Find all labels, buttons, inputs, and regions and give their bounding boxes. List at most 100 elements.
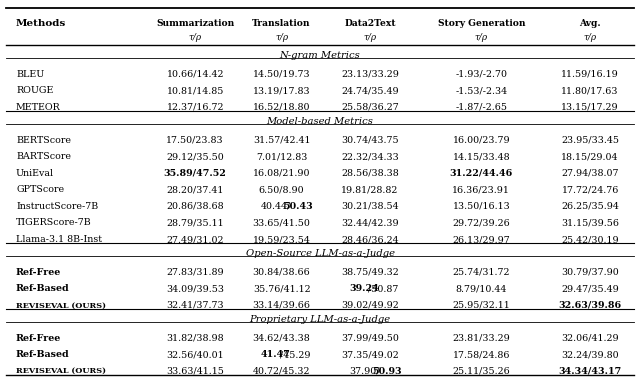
Text: 31.82/38.98: 31.82/38.98 [166,334,224,343]
Text: TIGERScore-7B: TIGERScore-7B [16,218,92,227]
Text: Ref-Based: Ref-Based [16,350,70,359]
Text: 32.56/40.01: 32.56/40.01 [166,350,224,359]
Text: 32.63/39.86: 32.63/39.86 [559,301,621,310]
Text: /50.87: /50.87 [368,284,399,293]
Text: 22.32/34.33: 22.32/34.33 [341,152,399,161]
Text: 19.59/23.54: 19.59/23.54 [253,235,310,244]
Text: N-gram Metrics: N-gram Metrics [280,51,360,60]
Text: 14.15/33.48: 14.15/33.48 [452,152,510,161]
Text: 29.47/35.49: 29.47/35.49 [561,284,619,293]
Text: τ/ρ: τ/ρ [584,33,596,42]
Text: -1.53/-2.34: -1.53/-2.34 [455,86,508,95]
Text: 40.44/: 40.44/ [261,202,291,211]
Text: τ/ρ: τ/ρ [275,33,288,42]
Text: 18.15/29.04: 18.15/29.04 [561,152,619,161]
Text: 29.12/35.50: 29.12/35.50 [166,152,224,161]
Text: Ref-Free: Ref-Free [16,268,61,277]
Text: BARTScore: BARTScore [16,152,71,161]
Text: 38.75/49.32: 38.75/49.32 [341,268,399,277]
Text: Proprietary LLM-as-a-Judge: Proprietary LLM-as-a-Judge [250,315,390,324]
Text: 7.01/12.83: 7.01/12.83 [256,152,307,161]
Text: τ/ρ: τ/ρ [364,33,376,42]
Text: 24.74/35.49: 24.74/35.49 [341,86,399,95]
Text: ROUGE: ROUGE [16,86,53,95]
Text: 30.21/38.54: 30.21/38.54 [341,202,399,211]
Text: 25.58/36.27: 25.58/36.27 [341,103,399,112]
Text: BLEU: BLEU [16,70,44,79]
Text: 12.37/16.72: 12.37/16.72 [166,103,224,112]
Text: Methods: Methods [16,19,67,28]
Text: 34.34/43.17: 34.34/43.17 [559,367,621,376]
Text: 30.79/37.90: 30.79/37.90 [561,268,619,277]
Text: 32.44/42.39: 32.44/42.39 [341,218,399,227]
Text: 30.84/38.66: 30.84/38.66 [253,268,310,277]
Text: 37.90/: 37.90/ [349,367,380,376]
Text: Story Generation: Story Generation [438,19,525,28]
Text: 29.72/39.26: 29.72/39.26 [452,218,510,227]
Text: 39.24: 39.24 [349,284,379,293]
Text: 16.08/21.90: 16.08/21.90 [253,169,310,178]
Text: 26.13/29.97: 26.13/29.97 [452,235,510,244]
Text: -1.87/-2.65: -1.87/-2.65 [455,103,508,112]
Text: 40.72/45.32: 40.72/45.32 [253,367,310,376]
Text: -1.93/-2.70: -1.93/-2.70 [455,70,508,79]
Text: 28.56/38.38: 28.56/38.38 [341,169,399,178]
Text: Avg.: Avg. [579,19,601,28]
Text: 30.74/43.75: 30.74/43.75 [341,136,399,145]
Text: Summarization: Summarization [156,19,234,28]
Text: 13.15/17.29: 13.15/17.29 [561,103,619,112]
Text: 17.58/24.86: 17.58/24.86 [452,350,510,359]
Text: 27.83/31.89: 27.83/31.89 [166,268,224,277]
Text: 16.52/18.80: 16.52/18.80 [253,103,310,112]
Text: 34.09/39.53: 34.09/39.53 [166,284,224,293]
Text: 33.63/41.15: 33.63/41.15 [166,367,224,376]
Text: 16.36/23.91: 16.36/23.91 [452,185,510,194]
Text: UniEval: UniEval [16,169,54,178]
Text: 37.35/49.02: 37.35/49.02 [341,350,399,359]
Text: METEOR: METEOR [16,103,61,112]
Text: 27.49/31.02: 27.49/31.02 [166,235,224,244]
Text: REVISEVAL (OURS): REVISEVAL (OURS) [16,301,106,309]
Text: Open-Source LLM-as-a-Judge: Open-Source LLM-as-a-Judge [246,249,394,258]
Text: 25.74/31.72: 25.74/31.72 [452,268,510,277]
Text: REVISEVAL (OURS): REVISEVAL (OURS) [16,367,106,375]
Text: GPTScore: GPTScore [16,185,64,194]
Text: 32.41/37.73: 32.41/37.73 [166,301,224,310]
Text: 39.02/49.92: 39.02/49.92 [341,301,399,310]
Text: 25.42/30.19: 25.42/30.19 [561,235,619,244]
Text: τ/ρ: τ/ρ [189,33,202,42]
Text: 33.65/41.50: 33.65/41.50 [253,218,310,227]
Text: 34.62/43.38: 34.62/43.38 [253,334,310,343]
Text: 35.89/47.52: 35.89/47.52 [164,169,227,178]
Text: 17.50/23.83: 17.50/23.83 [166,136,224,145]
Text: 23.95/33.45: 23.95/33.45 [561,136,619,145]
Text: 23.81/33.29: 23.81/33.29 [452,334,510,343]
Text: 14.50/19.73: 14.50/19.73 [253,70,310,79]
Text: 50.43: 50.43 [284,202,313,211]
Text: 35.76/41.12: 35.76/41.12 [253,284,310,293]
Text: 8.79/10.44: 8.79/10.44 [456,284,507,293]
Text: 11.80/17.63: 11.80/17.63 [561,86,619,95]
Text: 17.72/24.76: 17.72/24.76 [561,185,619,194]
Text: 28.20/37.41: 28.20/37.41 [166,185,224,194]
Text: 41.47: 41.47 [261,350,291,359]
Text: Model-based Metrics: Model-based Metrics [267,117,373,126]
Text: 10.66/14.42: 10.66/14.42 [166,70,224,79]
Text: 33.14/39.66: 33.14/39.66 [253,301,310,310]
Text: 28.46/36.24: 28.46/36.24 [341,235,399,244]
Text: 10.81/14.85: 10.81/14.85 [166,86,224,95]
Text: Translation: Translation [252,19,311,28]
Text: 31.15/39.56: 31.15/39.56 [561,218,619,227]
Text: /45.29: /45.29 [280,350,310,359]
Text: 25.95/32.11: 25.95/32.11 [452,301,510,310]
Text: Ref-Free: Ref-Free [16,334,61,343]
Text: 19.81/28.82: 19.81/28.82 [341,185,399,194]
Text: 31.57/42.41: 31.57/42.41 [253,136,310,145]
Text: 32.24/39.80: 32.24/39.80 [561,350,619,359]
Text: Data2Text: Data2Text [344,19,396,28]
Text: 37.99/49.50: 37.99/49.50 [341,334,399,343]
Text: 20.86/38.68: 20.86/38.68 [166,202,224,211]
Text: 6.50/8.90: 6.50/8.90 [259,185,305,194]
Text: 23.13/33.29: 23.13/33.29 [341,70,399,79]
Text: 11.59/16.19: 11.59/16.19 [561,70,619,79]
